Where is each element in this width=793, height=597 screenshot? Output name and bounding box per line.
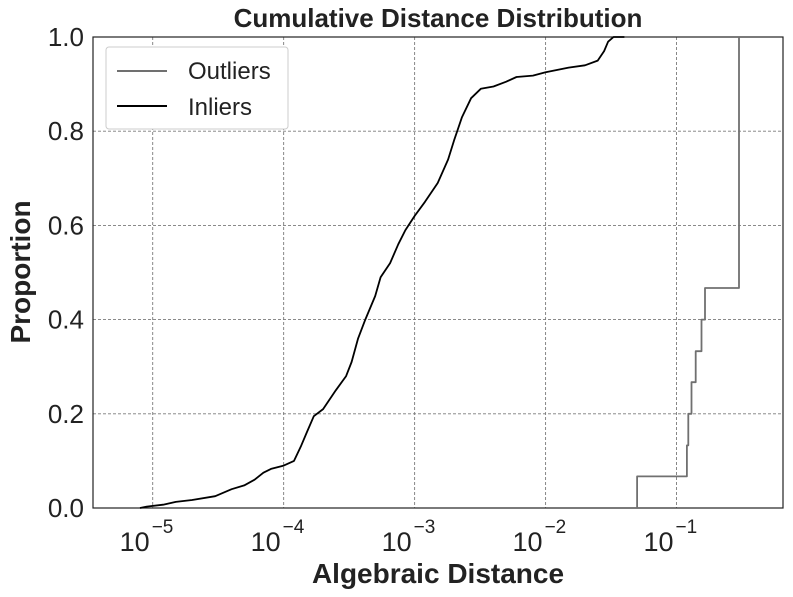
x-tick-labels: 10 −5 10 −4 10 −3 10 −2 10 −1 <box>120 517 698 557</box>
plot-frame <box>92 36 784 509</box>
legend-label-outliers: Outliers <box>188 58 271 85</box>
y-tick-label-4: 0.8 <box>48 116 84 146</box>
series-line-outliers <box>636 37 740 508</box>
x-tick-exponent-3: −2 <box>545 517 567 538</box>
y-tick-label-3: 0.6 <box>48 210 84 240</box>
series-layer <box>139 36 740 509</box>
x-tick-label-4: 10 −1 <box>643 517 697 557</box>
legend: Outliers Inliers <box>105 46 289 130</box>
y-tick-labels: 0.0 0.2 0.4 0.6 0.8 1.0 <box>48 22 84 523</box>
x-tick-exponent-2: −3 <box>414 517 436 538</box>
x-tick-label-2: 10 −3 <box>382 517 436 557</box>
y-tick-label-0: 0.0 <box>48 493 84 523</box>
x-tick-exponent-1: −4 <box>283 517 305 538</box>
x-tick-base-3: 10 <box>513 527 543 557</box>
x-tick-exponent-0: −5 <box>152 517 174 538</box>
series-line-inliers <box>139 36 625 509</box>
y-axis-label: Proportion <box>5 200 36 343</box>
x-tick-base-0: 10 <box>120 527 150 557</box>
x-tick-base-4: 10 <box>643 527 673 557</box>
x-tick-label-3: 10 −2 <box>513 517 567 557</box>
chart-title: Cumulative Distance Distribution <box>234 3 643 33</box>
y-tick-label-5: 1.0 <box>48 22 84 52</box>
legend-box <box>105 46 289 130</box>
x-tick-label-1: 10 −4 <box>251 517 305 557</box>
x-tick-label-0: 10 −5 <box>120 517 174 557</box>
y-tick-label-2: 0.4 <box>48 305 84 335</box>
y-tick-label-1: 0.2 <box>48 399 84 429</box>
x-tick-base-1: 10 <box>251 527 281 557</box>
legend-label-inliers: Inliers <box>188 94 252 121</box>
x-tick-exponent-4: −1 <box>676 517 698 538</box>
x-axis-label: Algebraic Distance <box>312 558 564 589</box>
x-tick-base-2: 10 <box>382 527 412 557</box>
